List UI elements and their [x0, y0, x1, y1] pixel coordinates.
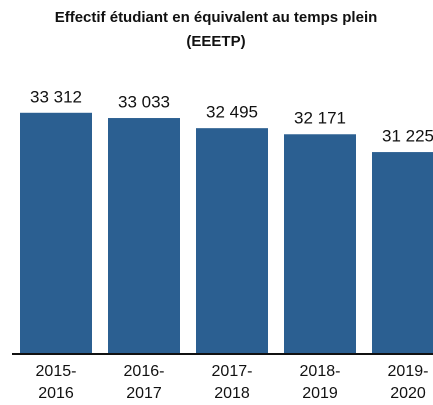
x-tick-label: 2016-2017: [124, 363, 165, 402]
value-label: 31 225: [382, 127, 433, 146]
bar: [196, 128, 268, 354]
value-label: 32 171: [294, 109, 346, 128]
value-label: 33 033: [118, 93, 170, 112]
value-label: 32 495: [206, 103, 258, 122]
bar: [372, 152, 433, 354]
bar: [284, 134, 356, 354]
value-label: 33 312: [30, 87, 82, 106]
bar: [108, 118, 180, 354]
bar: [20, 112, 92, 354]
chart-title: (EEETP): [186, 33, 245, 50]
x-tick-label: 2019-2020: [388, 363, 429, 402]
chart-title: Effectif étudiant en équivalent au temps…: [55, 9, 378, 26]
x-tick-label: 2015-2016: [36, 363, 77, 402]
x-tick-label: 2017-2018: [212, 363, 253, 402]
x-tick-label: 2018-2019: [300, 363, 341, 402]
